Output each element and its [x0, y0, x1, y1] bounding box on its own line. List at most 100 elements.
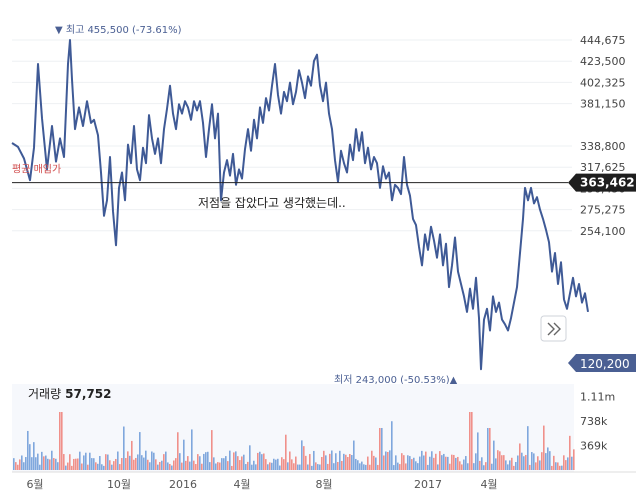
volume-bar [101, 464, 103, 470]
volume-bar [289, 451, 291, 470]
volume-bar [113, 461, 115, 470]
reference-value-badge: 363,462 [568, 173, 636, 192]
volume-bar [83, 455, 85, 470]
volume-bar [547, 447, 549, 470]
volume-bar [367, 456, 369, 470]
volume-bar [573, 449, 575, 470]
volume-bar [167, 462, 169, 470]
price-y-axis: 444,675 423,500 402,325 381,150 338,800 317,6… [580, 34, 626, 238]
volume-bar [427, 464, 429, 470]
volume-bar [187, 456, 189, 470]
volume-bar [269, 462, 271, 470]
volume-bar [507, 464, 509, 470]
volume-bar [241, 456, 243, 470]
volume-bar [283, 459, 285, 470]
volume-bar [181, 462, 183, 470]
volume-bar [197, 454, 199, 470]
volume-bar [437, 464, 439, 470]
volume-bar [553, 455, 555, 470]
volume-bar [253, 460, 255, 470]
next-button[interactable] [540, 315, 567, 342]
volume-bar [513, 465, 515, 470]
volume-bar [445, 456, 447, 470]
volume-bar [455, 457, 457, 470]
volume-bar [563, 455, 565, 470]
volume-bar [481, 457, 483, 470]
reference-left-tag: 평균 매입가 [12, 163, 61, 176]
volume-bar [433, 457, 435, 470]
volume-bar [127, 451, 129, 470]
volume-bar [527, 426, 529, 470]
volume-bar [227, 461, 229, 470]
volume-bar [321, 456, 323, 470]
volume-bar [551, 465, 553, 470]
volume-bar [419, 456, 421, 470]
volume-bar [493, 440, 495, 470]
volume-bars [13, 412, 575, 470]
volume-bar [281, 457, 283, 470]
volume-bar [297, 464, 299, 470]
volume-bar [63, 454, 65, 470]
volume-bar [541, 452, 543, 470]
volume-bar [379, 428, 381, 470]
volume-bar [129, 455, 131, 470]
volume-bar [463, 459, 465, 470]
volume-bar [157, 464, 159, 470]
volume-bar [511, 457, 513, 470]
volume-bar [515, 462, 517, 470]
volume-bar [179, 453, 181, 470]
svg-text:363,462: 363,462 [580, 176, 635, 190]
volume-bar [91, 458, 93, 470]
volume-bar [105, 454, 107, 470]
volume-bar [195, 464, 197, 470]
volume-bar [261, 454, 263, 470]
price-tick-label: 275,275 [580, 204, 626, 217]
volume-bar [257, 452, 259, 470]
volume-bar [219, 462, 221, 470]
volume-bar [61, 412, 63, 470]
volume-bar [363, 464, 365, 470]
volume-bar [65, 465, 67, 470]
time-tick-label: 4월 [480, 478, 497, 491]
volume-bar [255, 464, 257, 470]
volume-bar [237, 456, 239, 470]
volume-bar [51, 450, 53, 470]
volume-bar [41, 451, 43, 470]
volume-bar [275, 459, 277, 470]
volume-bar [199, 456, 201, 470]
volume-bar [77, 458, 79, 470]
volume-bar [193, 460, 195, 470]
volume-bar [299, 464, 301, 470]
volume-bar [509, 460, 511, 470]
volume-bar [525, 454, 527, 470]
volume-bar [323, 450, 325, 470]
volume-bar [217, 462, 219, 470]
volume-bar [459, 461, 461, 470]
volume-bar [483, 465, 485, 470]
volume-bar [95, 462, 97, 470]
volume-bar [461, 464, 463, 470]
volume-bar [123, 426, 125, 470]
volume-bar [417, 463, 419, 470]
volume-bar [311, 465, 313, 470]
volume-bar [325, 455, 327, 470]
volume-bar [71, 465, 73, 470]
price-tick-label: 402,325 [580, 76, 626, 89]
volume-bar [485, 462, 487, 470]
volume-bar [451, 454, 453, 470]
volume-bar [267, 464, 269, 470]
volume-bar [393, 465, 395, 470]
volume-bar [523, 456, 525, 470]
volume-bar [439, 451, 441, 470]
volume-bar [155, 459, 157, 470]
volume-bar [405, 463, 407, 470]
price-tick-label: 444,675 [580, 34, 626, 47]
volume-bar [235, 451, 237, 470]
volume-bar [345, 454, 347, 470]
volume-bar [319, 464, 321, 470]
volume-bar [543, 425, 545, 470]
volume-bar [535, 462, 537, 470]
volume-bar [305, 455, 307, 470]
